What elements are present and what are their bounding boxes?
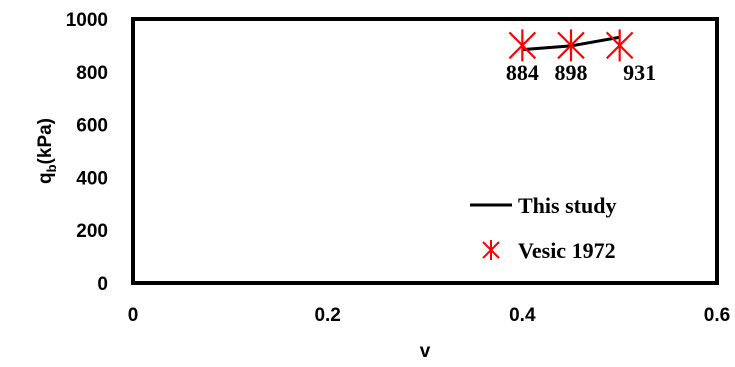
y-tick-label: 1000 [66,10,108,31]
y-axis-title-unit: (kPa) [35,118,56,164]
x-tick-label: 0.4 [509,305,536,326]
legend-label-vesic-1972: Vesic 1972 [518,238,616,263]
y-tick-label: 400 [76,168,108,189]
legend: This study Vesic 1972 [470,193,616,263]
y-axis-title-main: q [35,172,56,184]
star-marker [605,29,634,62]
star-marker [557,29,585,62]
y-tick-label: 200 [76,221,108,242]
x-axis-ticks: 0 0.2 0.4 0.6 [128,305,731,326]
legend-star-icon [482,240,500,260]
y-tick-label: 0 [97,274,108,295]
marker-layer [508,29,634,62]
x-tick-label: 0 [128,305,139,326]
plot-area [131,17,719,285]
data-label: 931 [623,60,656,85]
y-axis-title-subscript: b [44,164,59,172]
x-tick-label: 0.2 [314,305,340,326]
x-tick-label: 0.6 [704,305,730,326]
star-marker [508,29,537,62]
x-axis-title: v [420,341,431,362]
y-tick-label: 800 [76,63,108,84]
data-label: 898 [555,60,588,85]
y-axis-title: qb(kPa) [35,118,59,184]
data-label-layer: 884 898 931 [506,60,656,85]
y-axis-ticks: 0 200 400 600 800 1000 [66,10,108,295]
y-tick-label: 600 [76,116,108,137]
data-label: 884 [506,60,539,85]
legend-label-this-study: This study [518,193,616,218]
